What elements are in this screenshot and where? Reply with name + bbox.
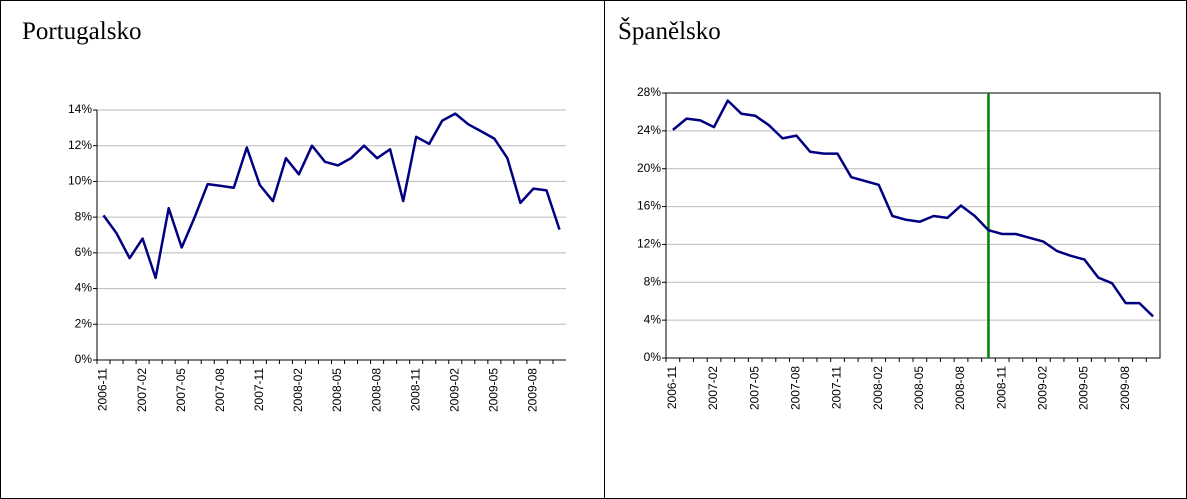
x-tick-label: 2009-08 — [1118, 366, 1132, 410]
y-tick-label: 12% — [637, 237, 661, 251]
chart-title: Portugalsko — [22, 18, 141, 45]
x-tick-label: 2008-05 — [912, 366, 926, 410]
x-tick-label: 2008-11 — [408, 368, 422, 411]
x-tick-label: 2007-11 — [830, 366, 844, 409]
plot-frame — [665, 92, 1161, 359]
x-tick-label: 2007-05 — [174, 368, 188, 412]
x-tick-label: 2009-05 — [487, 368, 501, 412]
y-tick-label: 4% — [75, 281, 93, 295]
x-tick-label: 2007-08 — [213, 368, 227, 412]
data-line — [672, 99, 1154, 318]
x-tick-label: 2007-11 — [252, 368, 266, 411]
y-tick-label: 10% — [68, 174, 92, 188]
y-tick-label: 16% — [637, 199, 661, 213]
x-tick-label: 2007-05 — [747, 366, 761, 410]
x-tick-label: 2008-02 — [291, 368, 305, 412]
x-tick-label: 2007-02 — [706, 366, 720, 410]
data-line — [102, 112, 561, 280]
x-tick-label: 2007-08 — [789, 366, 803, 410]
x-tick-label: 2008-02 — [871, 366, 885, 410]
y-tick-label: 6% — [75, 245, 93, 259]
y-tick-label: 0% — [644, 350, 662, 364]
x-tick-label: 2008-11 — [994, 366, 1008, 409]
x-tick-label: 2009-08 — [526, 368, 540, 412]
y-tick-label: 14% — [68, 102, 92, 116]
y-tick-label: 0% — [75, 352, 93, 366]
x-tick-label: 2009-02 — [447, 368, 461, 412]
x-tick-label: 2006-11 — [665, 366, 679, 409]
y-tick-label: 4% — [644, 312, 662, 326]
y-tick-label: 24% — [637, 123, 661, 137]
x-tick-label: 2006-11 — [96, 368, 110, 411]
y-tick-label: 8% — [75, 209, 93, 223]
y-tick-label: 2% — [75, 316, 93, 330]
y-tick-label: 28% — [637, 85, 661, 99]
x-tick-label: 2007-02 — [135, 368, 149, 412]
x-tick-label: 2009-05 — [1077, 366, 1091, 410]
x-tick-label: 2009-02 — [1036, 366, 1050, 410]
chart-title: Španělsko — [618, 16, 721, 45]
y-tick-label: 8% — [644, 274, 662, 288]
x-tick-label: 2008-05 — [330, 368, 344, 412]
y-tick-label: 12% — [68, 138, 92, 152]
y-tick-label: 20% — [637, 161, 661, 175]
x-tick-label: 2008-08 — [369, 368, 383, 412]
x-tick-label: 2008-08 — [953, 366, 967, 410]
